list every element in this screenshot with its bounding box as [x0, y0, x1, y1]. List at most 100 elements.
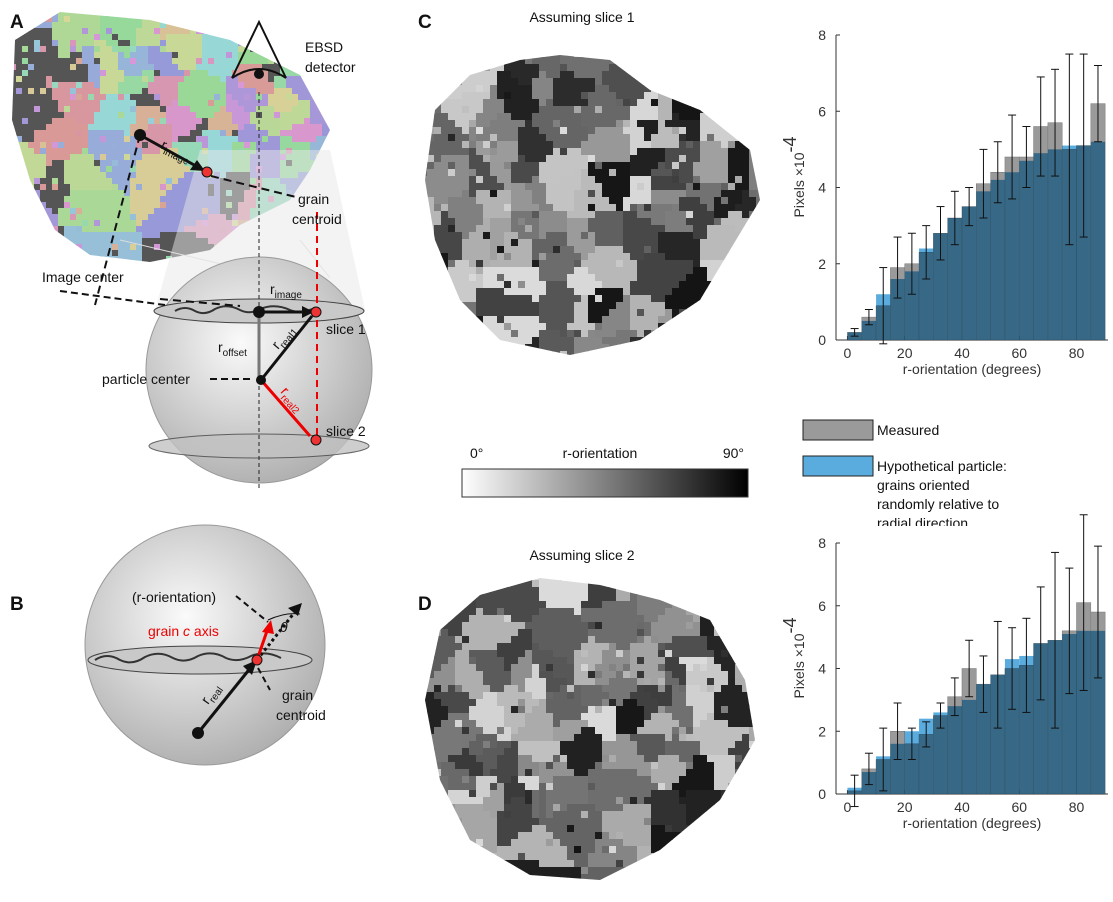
- map-pixel: [483, 176, 491, 184]
- map-pixel: [154, 100, 161, 107]
- map-pixel: [28, 22, 35, 29]
- map-pixel: [427, 260, 435, 268]
- map-pixel: [112, 160, 119, 167]
- map-pixel: [707, 218, 715, 226]
- map-pixel: [490, 295, 498, 303]
- map-pixel: [178, 172, 185, 179]
- map-pixel: [292, 40, 299, 47]
- map-pixel: [525, 337, 533, 345]
- map-pixel: [749, 337, 757, 345]
- map-pixel: [476, 85, 484, 93]
- map-pixel: [714, 183, 722, 191]
- map-pixel: [630, 302, 638, 310]
- map-pixel: [574, 148, 582, 156]
- map-pixel: [483, 106, 491, 114]
- map-pixel: [490, 99, 498, 107]
- map-pixel: [142, 64, 149, 71]
- map-pixel: [609, 92, 617, 100]
- map-pixel: [462, 197, 470, 205]
- map-pixel: [232, 10, 239, 17]
- map-pixel: [434, 78, 442, 86]
- map-pixel: [148, 82, 155, 89]
- map-pixel: [658, 587, 666, 595]
- map-pixel: [434, 106, 442, 114]
- map-pixel: [483, 295, 491, 303]
- map-pixel: [693, 99, 701, 107]
- map-pixel: [76, 202, 83, 209]
- map-pixel: [220, 10, 227, 17]
- map-pixel: [749, 85, 757, 93]
- map-pixel: [560, 344, 568, 352]
- map-pixel: [34, 148, 41, 155]
- map-pixel: [700, 351, 708, 359]
- map-pixel: [616, 246, 624, 254]
- map-pixel: [34, 142, 41, 149]
- map-pixel: [735, 288, 743, 296]
- map-pixel: [735, 99, 743, 107]
- map-pixel: [328, 94, 335, 101]
- map-pixel: [136, 196, 143, 203]
- map-pixel: [735, 197, 743, 205]
- map-pixel: [518, 120, 526, 128]
- map-pixel: [10, 178, 17, 185]
- map-pixel: [539, 295, 547, 303]
- map-pixel: [483, 85, 491, 93]
- map-pixel: [190, 130, 197, 137]
- map-pixel: [64, 256, 71, 263]
- map-pixel: [304, 10, 311, 17]
- map-pixel: [756, 281, 764, 289]
- map-pixel: [651, 176, 659, 184]
- map-pixel: [546, 197, 554, 205]
- map-pixel: [208, 100, 215, 107]
- map-pixel: [728, 99, 736, 107]
- map-pixel: [749, 239, 757, 247]
- map-pixel: [322, 100, 329, 107]
- map-pixel: [184, 100, 191, 107]
- map-pixel: [462, 183, 470, 191]
- map-pixel: [202, 88, 209, 95]
- map-pixel: [160, 16, 167, 23]
- map-pixel: [560, 120, 568, 128]
- map-pixel: [756, 127, 764, 135]
- map-pixel: [448, 344, 456, 352]
- map-pixel: [190, 64, 197, 71]
- map-pixel: [190, 70, 197, 77]
- map-pixel: [721, 274, 729, 282]
- map-pixel: [46, 214, 53, 221]
- map-pixel: [462, 281, 470, 289]
- map-pixel: [462, 573, 470, 581]
- map-pixel: [609, 176, 617, 184]
- map-pixel: [28, 262, 35, 269]
- map-pixel: [546, 288, 554, 296]
- map-pixel: [304, 82, 311, 89]
- map-pixel: [602, 127, 610, 135]
- map-pixel: [441, 309, 449, 317]
- map-pixel: [106, 112, 113, 119]
- map-pixel: [588, 155, 596, 163]
- map-pixel: [728, 281, 736, 289]
- map-pixel: [166, 208, 173, 215]
- map-pixel: [518, 330, 526, 338]
- map-pixel: [651, 288, 659, 296]
- map-pixel: [142, 160, 149, 167]
- map-pixel: [546, 358, 554, 366]
- map-pixel: [455, 573, 463, 581]
- map-pixel: [672, 92, 680, 100]
- map-pixel: [70, 166, 77, 173]
- map-pixel: [100, 118, 107, 125]
- map-pixel: [16, 136, 23, 143]
- map-pixel: [124, 112, 131, 119]
- map-pixel: [504, 85, 512, 93]
- map-pixel: [178, 58, 185, 65]
- map-pixel: [190, 154, 197, 161]
- map-pixel: [28, 100, 35, 107]
- map-pixel: [52, 190, 59, 197]
- map-pixel: [658, 601, 666, 609]
- map-pixel: [574, 573, 582, 581]
- map-pixel: [136, 94, 143, 101]
- map-pixel: [518, 50, 526, 58]
- map-pixel: [178, 190, 185, 197]
- map-pixel: [693, 120, 701, 128]
- map-pixel: [28, 226, 35, 233]
- map-pixel: [52, 118, 59, 125]
